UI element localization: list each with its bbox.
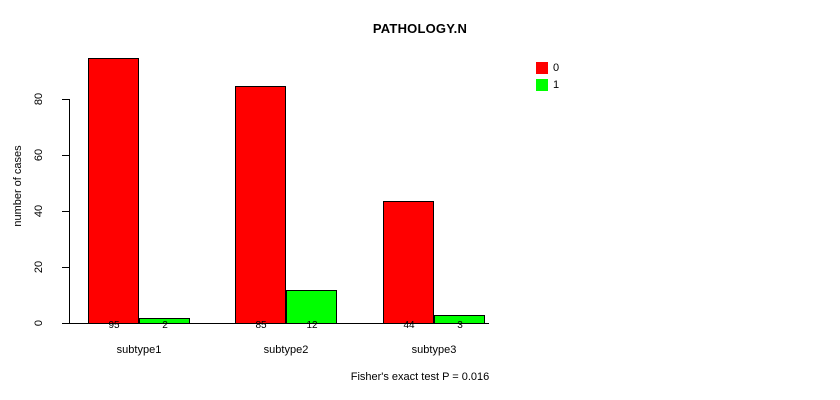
legend-label: 1 <box>553 79 560 91</box>
bar-subtype3-series0[interactable] <box>383 201 434 324</box>
bar-value-label: 95 <box>108 320 120 331</box>
bar-subtype2-series0[interactable] <box>235 86 286 324</box>
bar-value-label: 3 <box>457 320 463 331</box>
y-axis-tick-label: 40 <box>33 204 45 218</box>
bar-value-label: 85 <box>255 320 267 331</box>
y-axis-tick <box>62 155 69 156</box>
y-axis-label: number of cases <box>12 145 24 227</box>
legend-swatch-icon <box>536 79 548 91</box>
statistical-test-annotation: Fisher's exact test P = 0.016 <box>350 371 490 383</box>
y-axis-tick-label: 0 <box>33 319 45 327</box>
legend-swatch-icon <box>536 62 548 74</box>
bar-value-label: 2 <box>162 320 168 331</box>
y-axis-tick-label: 60 <box>33 148 45 162</box>
y-axis-tick <box>62 99 69 100</box>
y-axis-tick <box>62 211 69 212</box>
group-label-subtype2: subtype2 <box>263 344 309 356</box>
y-axis-line <box>69 99 70 324</box>
page-title: PATHOLOGY.N <box>372 21 468 36</box>
bar-subtype1-series0[interactable] <box>88 58 139 324</box>
bar-value-label: 44 <box>403 320 415 331</box>
y-axis-tick-label: 20 <box>33 260 45 274</box>
group-label-subtype3: subtype3 <box>411 344 457 356</box>
bar-subtype2-series1[interactable] <box>286 290 337 324</box>
y-axis-tick <box>62 323 69 324</box>
group-label-subtype1: subtype1 <box>116 344 162 356</box>
y-axis-tick <box>62 267 69 268</box>
y-axis-tick-label: 80 <box>33 92 45 106</box>
bar-value-label: 12 <box>306 320 318 331</box>
legend-label: 0 <box>553 62 560 74</box>
bar-subtype1-series1[interactable] <box>139 318 190 324</box>
bar-subtype3-series1[interactable] <box>434 315 485 324</box>
